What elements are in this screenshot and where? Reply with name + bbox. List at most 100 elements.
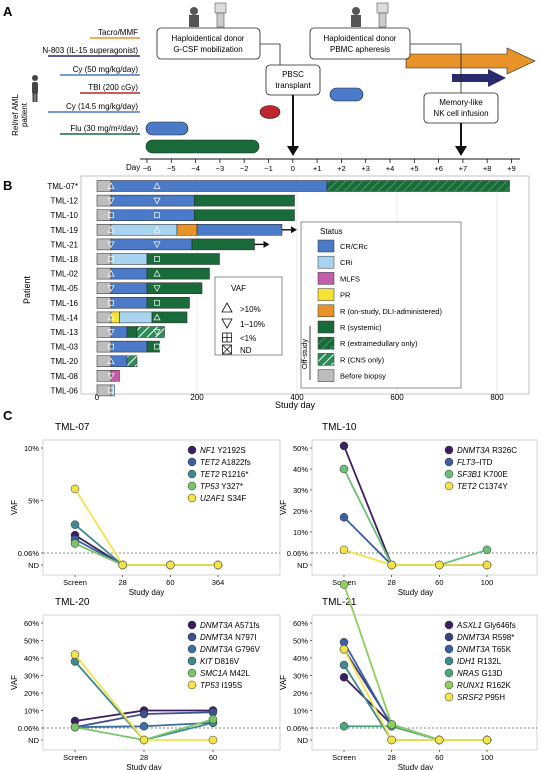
swimmer-row bbox=[96, 326, 165, 338]
vaf-point bbox=[139, 722, 149, 731]
legend-entry: DNMT3A R598* bbox=[457, 633, 514, 642]
patient-label: TML-07* bbox=[47, 182, 78, 191]
patient-side-label-2: patient bbox=[20, 102, 29, 127]
vaf-legend-label: >10% bbox=[240, 305, 261, 314]
y-tick-label: 60% bbox=[293, 619, 308, 628]
vaf-legend-label: ND bbox=[240, 346, 252, 355]
patient-label: TML-06 bbox=[50, 386, 78, 395]
status-segment-sys bbox=[126, 326, 138, 338]
x-tick-label: Screen bbox=[332, 753, 356, 762]
gene-name: DNMT3A bbox=[457, 446, 490, 455]
triangle-down-icon bbox=[221, 318, 233, 329]
legend-marker bbox=[187, 481, 197, 491]
status-legend-label: R (on-study, DLI-administered) bbox=[340, 307, 442, 316]
swimmer-row bbox=[96, 253, 220, 265]
swimmer-row bbox=[96, 267, 210, 280]
gene-name: RUNX1 bbox=[457, 681, 484, 690]
gene-name: IDH1 bbox=[457, 657, 475, 666]
treatment-label: N-803 (IL-15 superagonist) bbox=[42, 46, 138, 55]
swimmer-bars bbox=[96, 180, 510, 397]
status-segment-cri bbox=[110, 384, 115, 397]
vaf-marker bbox=[153, 357, 161, 365]
status-segment-sys bbox=[146, 297, 190, 309]
x-tick-label: 28 bbox=[387, 578, 395, 587]
mutation-name: G796V bbox=[233, 645, 261, 654]
y-tick-label: 50% bbox=[293, 637, 308, 646]
offstudy-label: Off-study bbox=[300, 339, 309, 370]
vaf-point bbox=[208, 735, 218, 745]
legend-marker bbox=[187, 680, 197, 690]
vaf-point bbox=[339, 464, 349, 474]
legend-entry: U2AF1 S34F bbox=[200, 494, 246, 503]
treatment-label: Cy (50 mg/kg/day) bbox=[73, 65, 139, 74]
status-segment-pre bbox=[96, 370, 112, 382]
y-tick-label: 10% bbox=[293, 707, 308, 716]
vaf-point bbox=[482, 735, 492, 745]
patient-label: TML-14 bbox=[50, 313, 78, 322]
vaf-legend-item: 1–10% bbox=[221, 318, 265, 329]
status-swatch bbox=[317, 336, 335, 350]
swimmer-plot-frame bbox=[80, 175, 530, 395]
y-tick-label: 60% bbox=[24, 619, 39, 628]
mutation-name: T65K bbox=[490, 645, 512, 654]
panel-b: B Patient Study day 0 200 400 600 800 TML-07… bbox=[3, 175, 530, 410]
vaf-series-line bbox=[343, 648, 487, 741]
status-segment-cr bbox=[110, 180, 328, 192]
status-swatch bbox=[317, 272, 335, 285]
vaf-marker bbox=[153, 226, 161, 233]
legend-entry: KIT D816V bbox=[200, 657, 240, 666]
y-tick-label: 0.06% bbox=[287, 549, 309, 558]
vaf-series-line bbox=[74, 523, 218, 566]
legend-entry: TP53 Y327* bbox=[200, 482, 243, 491]
legend-marker bbox=[187, 644, 197, 654]
vaf-point bbox=[482, 545, 492, 555]
y-tick-label: 0.06% bbox=[287, 724, 309, 733]
study-day-axis-label: Study day bbox=[275, 400, 316, 410]
legend-marker bbox=[187, 620, 197, 630]
status-segment-sys bbox=[194, 194, 295, 207]
callout-pbsc-line2: transplant bbox=[275, 81, 311, 90]
y-tick-label: 40% bbox=[293, 465, 308, 474]
legend-marker bbox=[187, 656, 197, 666]
vaf-point bbox=[387, 560, 396, 570]
legend-entry: NRAS G13D bbox=[457, 669, 503, 678]
x-tick-label: 100 bbox=[481, 578, 494, 587]
vaf-point bbox=[339, 545, 349, 555]
x-tick-label: 28 bbox=[387, 753, 395, 762]
mutation-name: R326C bbox=[490, 446, 517, 455]
treatment-label: Cy (14.5 mg/kg/day) bbox=[66, 102, 138, 111]
gene-name: SF3B1 bbox=[457, 470, 481, 479]
y-tick-label: 30% bbox=[293, 672, 308, 681]
status-legend-title: Status bbox=[320, 227, 343, 236]
y-tick-label: 40% bbox=[293, 654, 308, 663]
vaf-point bbox=[339, 580, 349, 589]
day-tick-label: −1 bbox=[264, 164, 273, 173]
status-swatch bbox=[317, 255, 335, 269]
legend-entry: DNMT3A R326C bbox=[457, 446, 517, 455]
panel-a-letter: A bbox=[3, 4, 13, 19]
legend-marker bbox=[444, 668, 454, 678]
subplot-title: TML-20 bbox=[55, 597, 90, 608]
vaf-point bbox=[208, 715, 218, 724]
legend-marker bbox=[444, 620, 454, 630]
vaf-marker bbox=[107, 226, 115, 233]
vaf-marker bbox=[154, 299, 160, 306]
legend-entry: TET2 R1216* bbox=[200, 470, 248, 479]
swimmer-row bbox=[96, 238, 270, 251]
patient-label: TML-19 bbox=[50, 226, 78, 235]
gene-name: SMC1A bbox=[200, 669, 228, 678]
patient-side-label-1: Rel/ref AML bbox=[11, 94, 20, 136]
mutation-name: A571fs bbox=[233, 621, 260, 630]
mutation-name: R132L bbox=[475, 657, 501, 666]
vaf-point bbox=[339, 513, 349, 522]
mutation-name: D816V bbox=[212, 657, 239, 666]
vaf-point bbox=[435, 735, 444, 745]
status-segment-dli bbox=[176, 224, 198, 236]
vaf-marker bbox=[153, 241, 161, 249]
status-segment-pre bbox=[96, 297, 112, 309]
mutation-name: Gly646fs bbox=[482, 621, 516, 630]
y-tick-label: 20% bbox=[293, 689, 308, 698]
treatment-labels: Tacro/MMF N-803 (IL-15 superagonist) Cy … bbox=[42, 28, 140, 135]
vaf-subplots: TML-07 10% 5% 0.06% ND VAF Screen 28 60 364 Study … bbox=[10, 422, 538, 770]
status-segment-cri bbox=[110, 224, 178, 236]
